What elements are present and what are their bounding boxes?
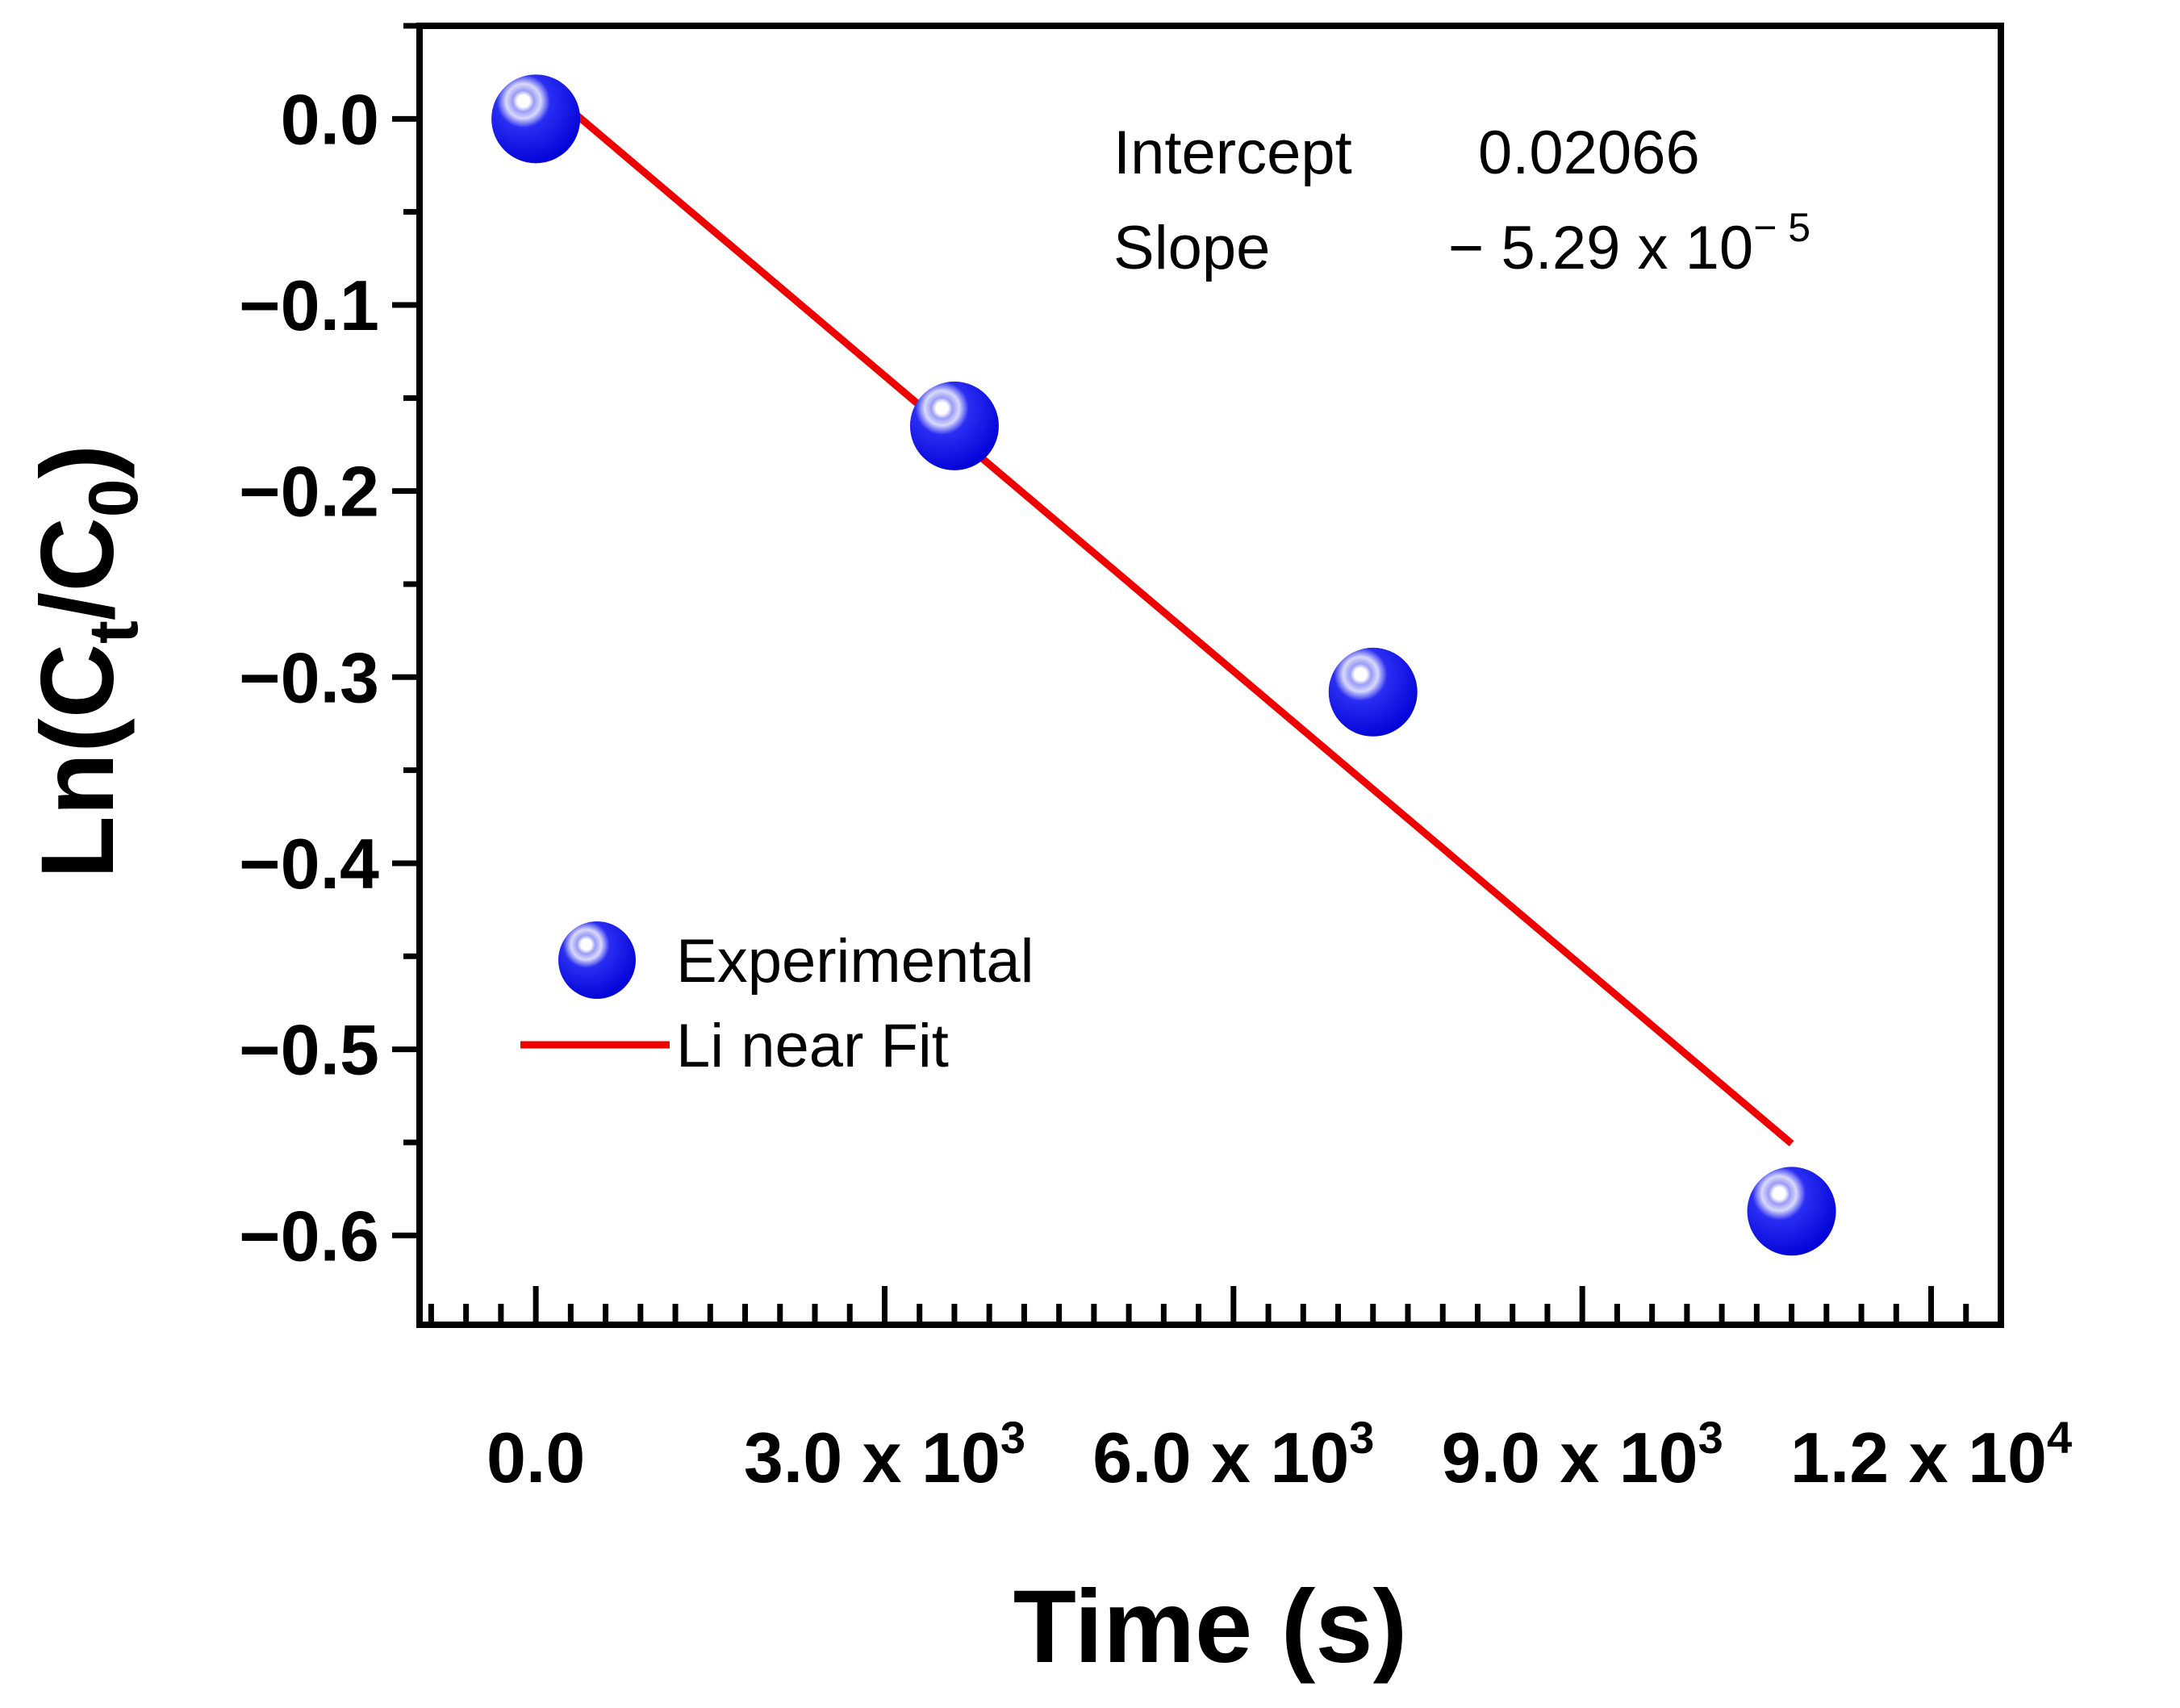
y-tick-label: −0.4 [239,824,379,904]
y-title-prefix: Ln(C [20,644,136,879]
data-point [1747,1167,1836,1256]
x-tick-label: 9.0 x 103 [1442,1412,1723,1497]
intercept-value: 0.02066 [1478,119,1700,187]
y-tick-label: −0.6 [239,1196,379,1276]
data-point [491,74,581,164]
intercept-label: Intercept [1113,119,1352,187]
x-axis-tick-labels: 0.0 3.0 x 103 6.0 x 103 9.0 x 103 1.2 x 104 [487,1412,2072,1497]
y-tick-label: 0.0 [281,79,379,159]
legend-marker-experimental [558,921,636,999]
slope-label: Slope [1113,214,1270,282]
y-tick-label: −0.5 [239,1010,379,1090]
x-axis-ticks [428,1286,2004,1325]
y-axis-title: Ln(Ct/C0) [20,445,152,879]
x-tick-label: 1.2 x 104 [1790,1412,2072,1497]
y-axis-ticks [392,23,420,1238]
x-axis-title: Time (s) [1013,1569,1407,1685]
series-layer [491,74,1836,1256]
x-tick-label: 6.0 x 103 [1092,1412,1374,1497]
y-tick-label: −0.3 [239,637,379,717]
slope-mantissa: − 5.29 x 10 [1448,214,1753,282]
y-title-mid: /C [20,517,136,620]
fit-line [533,77,1794,1146]
x-tick-label: 3.0 x 103 [744,1412,1025,1497]
data-point [1328,647,1418,737]
y-tick-label: −0.1 [239,265,379,345]
y-title-sub-t: t [75,620,152,644]
y-title-sub-0: 0 [75,478,152,517]
y-tick-label: −0.2 [239,452,379,532]
svg-text:Ln(Ct/C0): Ln(Ct/C0) [20,445,152,879]
y-title-suffix: ) [20,445,136,479]
legend: Experimental Li near Fit [520,921,1034,1080]
fit-annotation: Intercept 0.02066 Slope − 5.29 x 10− 5 [1113,119,1810,282]
y-axis-tick-labels: 0.0 −0.1 −0.2 −0.3 −0.4 −0.5 −0.6 [239,79,379,1276]
data-point [909,381,999,470]
slope-exponent: − 5 [1753,205,1810,250]
slope-value: − 5.29 x 10− 5 [1448,205,1810,282]
legend-label-experimental: Experimental [676,927,1034,996]
legend-label-fit: Li near Fit [676,1012,949,1080]
x-tick-label: 0.0 [487,1418,585,1497]
